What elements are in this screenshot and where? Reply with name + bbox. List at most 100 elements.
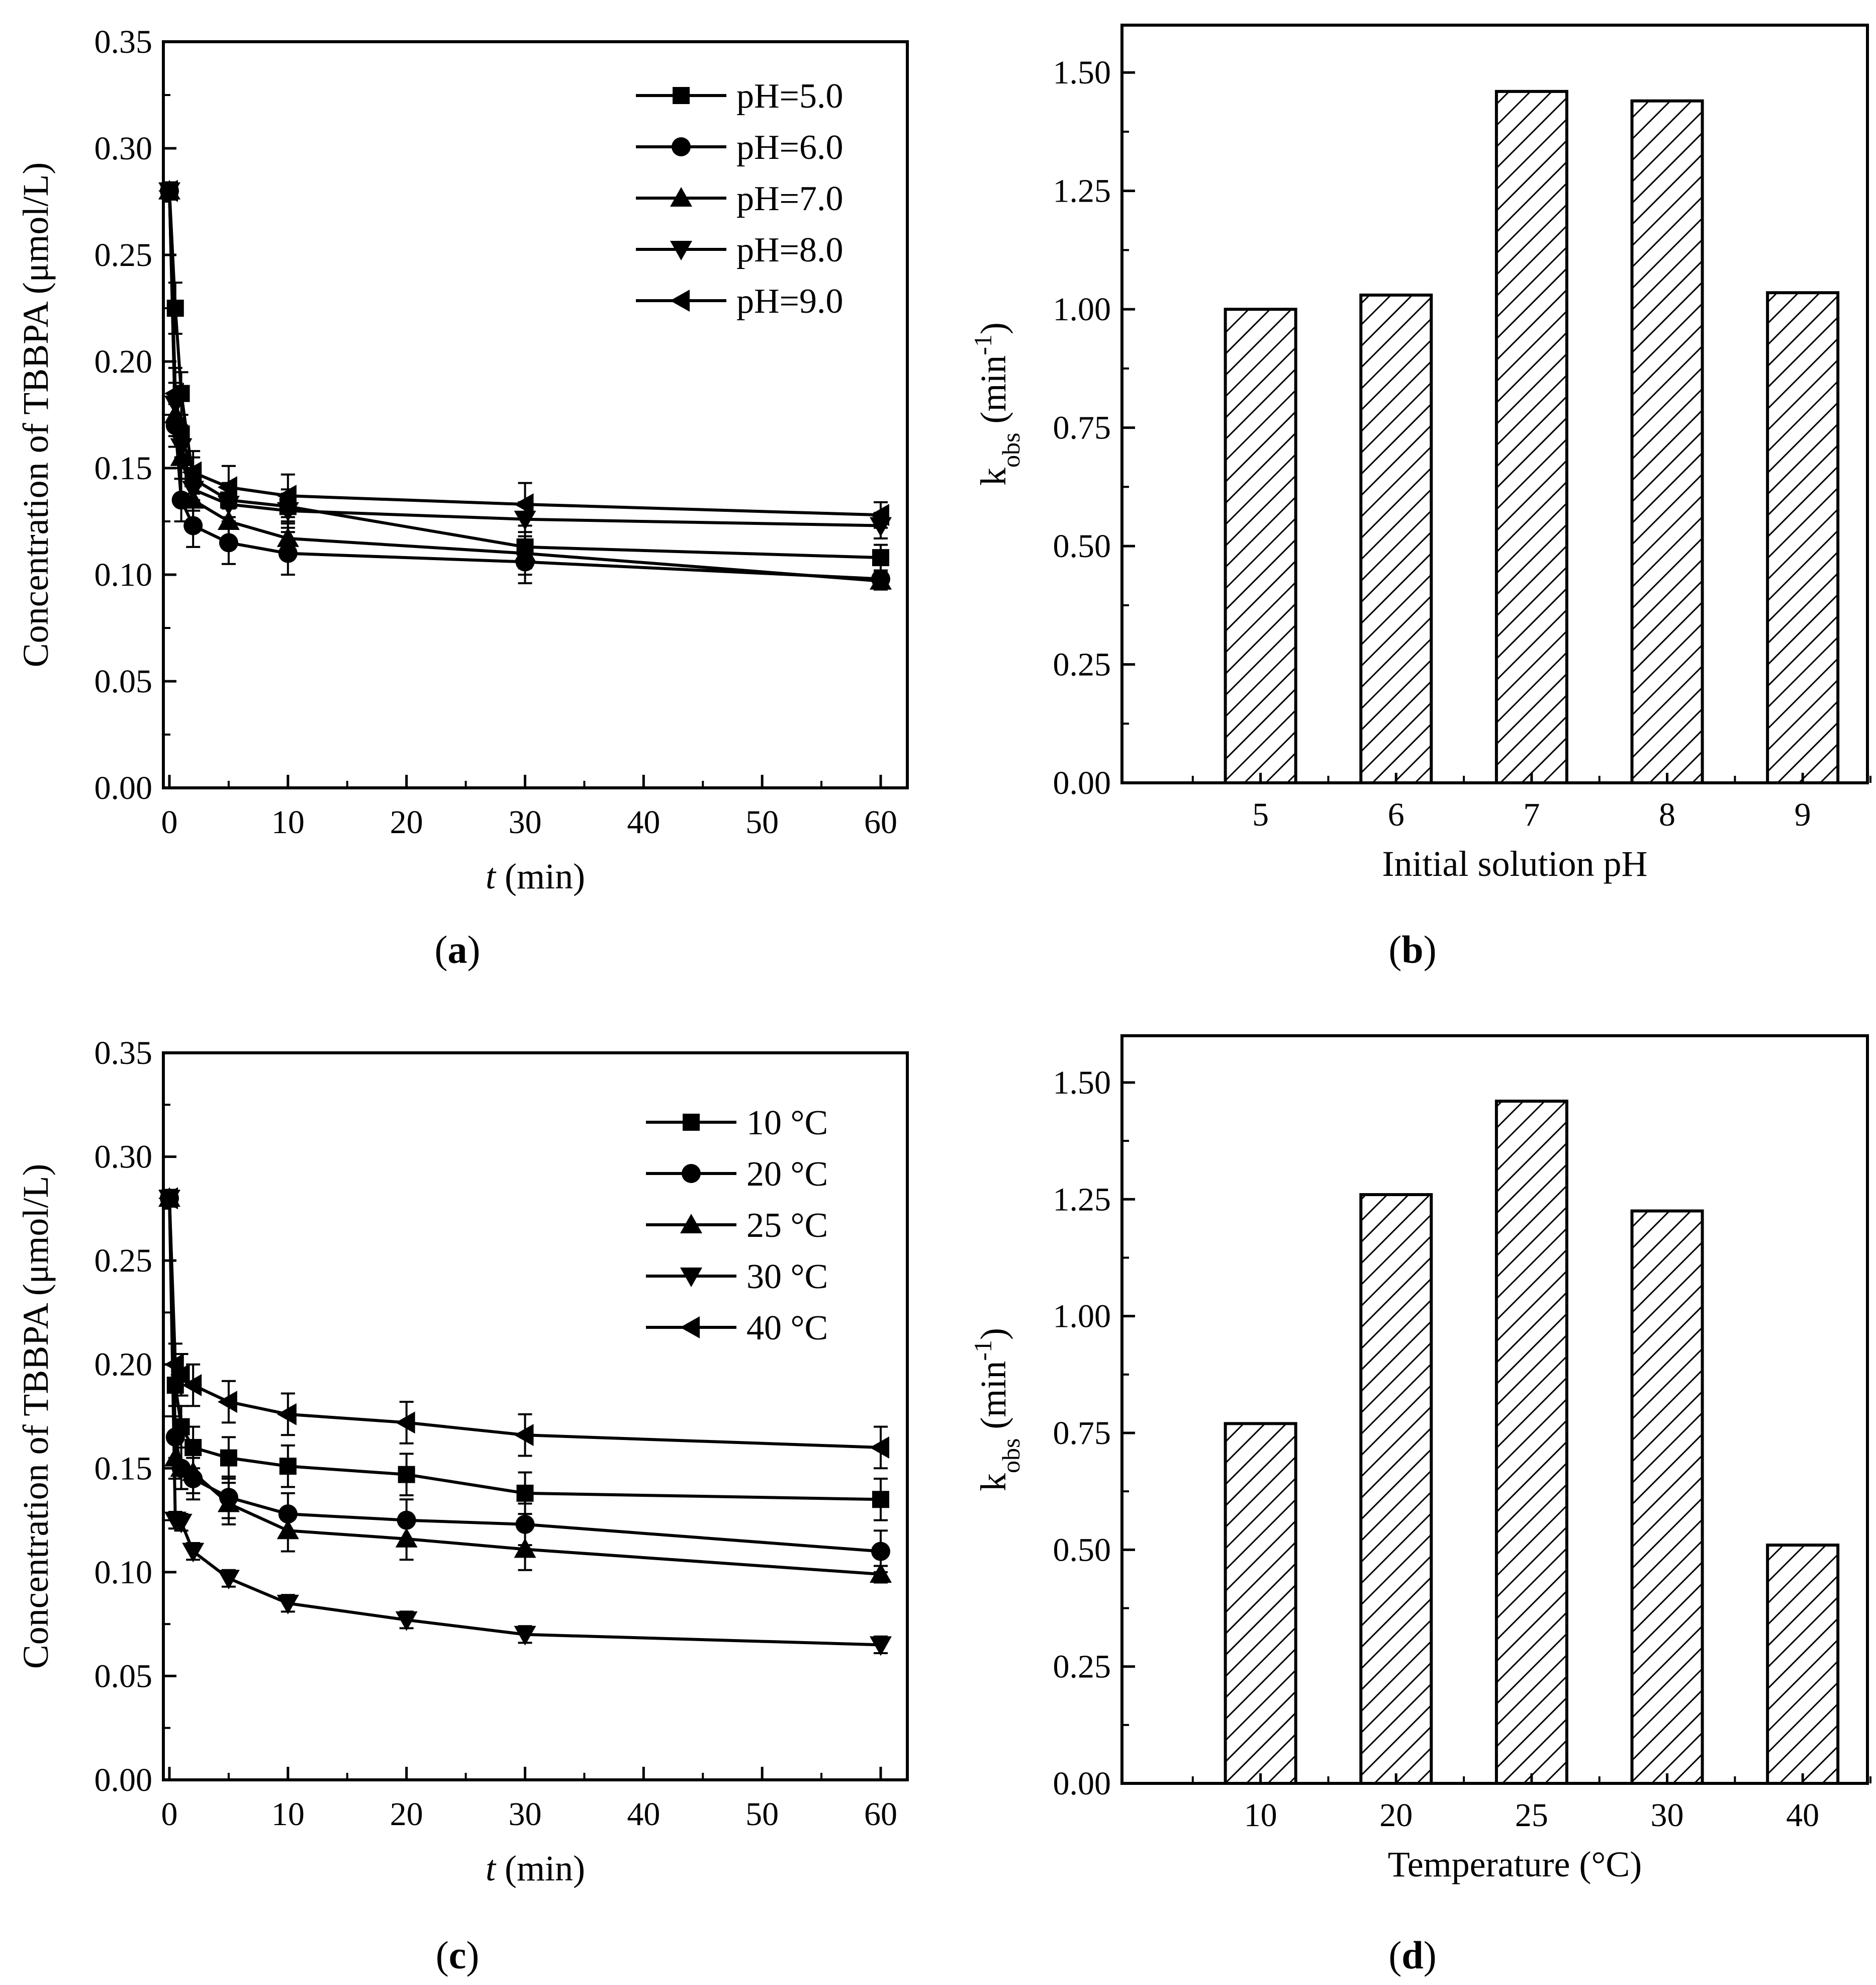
data-point: [158, 179, 178, 202]
bar-30: [1630, 1209, 1704, 1785]
data-point: [170, 1364, 190, 1386]
data-point: [182, 1374, 202, 1397]
series-20 °C: [160, 1189, 890, 1573]
panel-caption: (c): [436, 1933, 480, 1977]
legend-entry: 10 °C: [646, 1104, 828, 1142]
data-point: [514, 493, 534, 516]
plot-frame: [1120, 24, 1869, 784]
y-tick-label: 1.50: [1053, 1064, 1111, 1101]
x-tick-label: 0: [161, 1796, 178, 1833]
legend-label: 20 °C: [746, 1155, 828, 1194]
data-point: [276, 1519, 299, 1540]
series-40 °C: [158, 1187, 889, 1470]
x-tick-label: 50: [745, 1796, 779, 1833]
x-tick-label: 20: [1379, 1797, 1413, 1834]
legend-label: 30 °C: [746, 1257, 828, 1296]
x-tick-label: 20: [390, 1796, 423, 1833]
y-tick-label: 0.35: [95, 1035, 153, 1071]
y-tick-label: 0.25: [1053, 647, 1111, 683]
y-tick-label: 0.15: [95, 1450, 153, 1487]
y-tick-label: 1.25: [1053, 1181, 1111, 1218]
x-tick-label: 20: [390, 804, 423, 841]
y-tick-label: 0.00: [95, 770, 153, 806]
legend-marker: [680, 1316, 700, 1338]
x-axis-title: t (min): [486, 856, 585, 896]
y-tick-label: 0.30: [95, 1139, 153, 1176]
panel-c-line-chart: 0.00 0.05 0.10 0.15 0.20 0.25 0.30 0.35 0 10 20 30 4…: [16, 1035, 909, 1977]
data-point: [276, 485, 297, 507]
panel-d-bar-chart: 0.00 0.25 0.50 0.75 1.00 1.25 1.50 10 20 25 30 40 Te…: [969, 1034, 1871, 1977]
data-point: [870, 1563, 892, 1583]
y-tick-label: 0.00: [95, 1762, 153, 1798]
y-tick-label: 0.10: [95, 1554, 153, 1591]
legend-marker: [670, 187, 692, 207]
legend-entry: 30 °C: [646, 1257, 828, 1296]
x-tick-label: 5: [1252, 796, 1269, 833]
legend-marker: [680, 1214, 702, 1233]
bar-10: [1224, 1422, 1297, 1785]
y-tick-label: 1.50: [1053, 54, 1111, 91]
y-tick-label: 1.25: [1053, 173, 1111, 210]
y-tick-label: 1.00: [1053, 291, 1111, 328]
legend-entry: 40 °C: [646, 1309, 828, 1347]
data-point: [395, 1411, 415, 1434]
x-tick-label: 60: [864, 804, 897, 841]
data-point: [170, 1513, 193, 1533]
y-tick-label: 0.50: [1053, 528, 1111, 565]
bar-8: [1630, 99, 1704, 785]
data-point: [166, 300, 184, 317]
panel-a-line-chart: 0.00 0.05 0.10 0.15 0.20 0.25 0.30 0.35 0 10 20 30 4…: [16, 24, 909, 971]
x-tick-label: 9: [1795, 796, 1811, 833]
data-point: [279, 1458, 297, 1475]
legend-label: pH=7.0: [736, 179, 843, 218]
data-point: [395, 1527, 418, 1548]
x-axis-title: t (min): [486, 1848, 585, 1888]
x-tick-label: 6: [1388, 796, 1404, 833]
y-tick-label: 0.10: [95, 557, 153, 593]
series-pH=9.0: [158, 179, 889, 529]
legend-entry: pH=9.0: [636, 282, 843, 321]
bar-25: [1494, 1100, 1568, 1785]
y-tick-label: 0.30: [95, 130, 153, 167]
y-tick-label: 0.05: [95, 663, 153, 700]
data-point: [516, 1484, 534, 1502]
y-tick-label: 0.50: [1053, 1531, 1111, 1568]
panel-caption: (d): [1388, 1933, 1436, 1977]
legend-marker: [682, 1164, 701, 1183]
data-point: [217, 476, 237, 499]
x-tick-label: 7: [1523, 796, 1540, 833]
data-point: [276, 527, 299, 547]
y-tick-label: 0.00: [1053, 1765, 1111, 1802]
data-point: [182, 461, 202, 484]
y-tick-label: 0.00: [1053, 765, 1111, 801]
data-point: [182, 1543, 205, 1563]
data-point: [514, 1424, 534, 1447]
legend-label: 25 °C: [746, 1206, 828, 1245]
legend-entry: 25 °C: [646, 1206, 828, 1245]
data-point: [276, 1403, 297, 1425]
bar-6: [1359, 293, 1433, 784]
legend-entry: pH=6.0: [636, 128, 843, 167]
y-axis-title: Concentration of TBBPA (μmol/L): [16, 1164, 56, 1669]
x-tick-label: 60: [864, 1796, 897, 1833]
data-point: [217, 1492, 240, 1512]
x-axis-title: Temperature (°C): [1388, 1844, 1642, 1884]
legend-entry: 20 °C: [646, 1155, 828, 1194]
data-point: [514, 1626, 536, 1646]
x-tick-label: 10: [1244, 1797, 1277, 1834]
panel-caption: (b): [1388, 928, 1436, 971]
x-tick-label: 40: [627, 1796, 660, 1833]
legend-entry: pH=8.0: [636, 231, 843, 269]
y-tick-label: 0.15: [95, 450, 153, 487]
y-tick-label: 0.05: [95, 1658, 153, 1694]
x-tick-label: 10: [271, 1796, 305, 1833]
x-tick-label: 0: [161, 804, 178, 841]
x-tick-label: 30: [1651, 1797, 1684, 1834]
plot-frame: [1120, 1034, 1869, 1785]
data-point: [158, 1187, 178, 1210]
legend-marker: [670, 241, 692, 260]
x-tick-label: 50: [745, 804, 779, 841]
legend-label: pH=8.0: [736, 231, 843, 269]
legend-entry: pH=7.0: [636, 179, 843, 218]
